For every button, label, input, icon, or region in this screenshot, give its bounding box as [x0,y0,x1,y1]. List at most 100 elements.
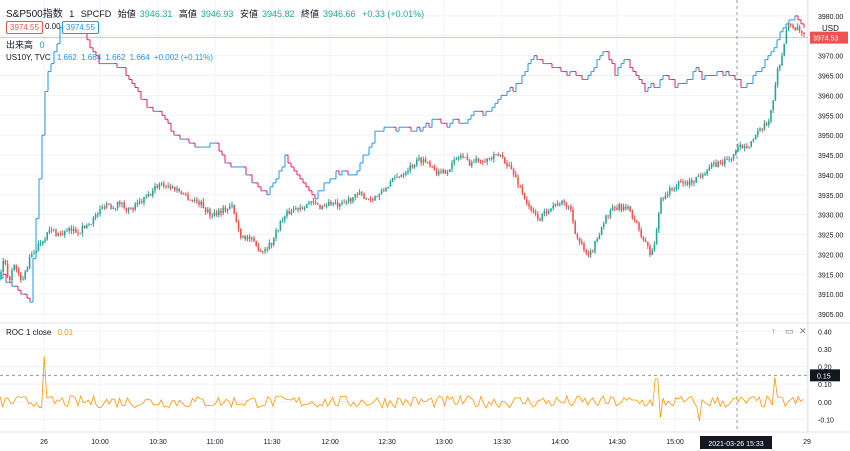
candle-body [506,163,508,167]
roc-y-tick-label: 0.10 [818,382,832,389]
candle-body [477,158,480,161]
candle-body [369,198,372,200]
candle-body [207,209,209,212]
candle-body [277,230,279,232]
candle-body [301,207,304,209]
candle-body [559,204,561,206]
pane-collapse-icon[interactable]: ▭ [785,326,794,336]
candle-body [675,186,678,190]
candle-body [482,161,484,163]
candle-body [213,212,216,216]
candle-body [735,151,737,155]
x-tick-label: 29 [803,439,811,446]
candle-body [605,215,607,224]
y-tick-label: 3920.00 [818,252,843,259]
candle-body [314,202,317,204]
candle-body [222,207,224,214]
bid-badge[interactable]: 3974.55 [6,21,43,34]
candle-body [653,244,656,251]
candle-body [323,205,326,207]
roc-legend[interactable]: ROC 1 close 0.01 [6,328,77,337]
candle-body [123,202,125,208]
interval-label[interactable]: 1 [69,9,75,19]
candle-body [374,195,376,201]
candle-body [625,206,627,209]
candle-body [543,211,546,214]
candle-body [99,208,101,215]
candle-body [233,205,235,214]
candle-body [352,197,354,202]
candle-body [512,169,515,175]
candle-body [429,161,431,167]
candle-body [473,161,475,163]
candle-body [328,202,330,206]
candle-body [108,203,110,205]
candle-body [59,233,62,235]
candle-body [4,260,7,264]
roc-last-value: 0.01 [57,328,74,337]
candle-body [231,205,233,207]
candle-body [92,217,95,225]
volume-value: 0 [39,40,45,50]
candle-body [598,235,601,240]
candle-body [781,55,783,66]
candle-body [457,157,460,159]
candle-body [638,222,640,230]
x-tick-label: 12:30 [378,439,396,446]
x-tick-label: 14:30 [608,439,626,446]
candle-body [266,249,268,251]
candle-body [44,239,46,242]
candle-body [765,123,768,125]
candle-body [523,192,526,200]
candle-body [526,199,528,204]
candle-body [743,146,746,149]
candle-body [77,232,79,234]
candle-body [746,146,748,148]
main-legend: S&P500指数 1 SPCFD 始値 3946.31 高値 3946.93 安値 3… [6,5,428,20]
ask-badge[interactable]: 3974.55 [62,21,99,34]
candle-body [119,201,121,204]
candle-body [226,208,229,211]
candle-body [444,169,447,174]
candle-body [627,206,629,209]
candle-body [726,159,728,161]
candle-body [325,205,328,207]
candle-body [97,214,99,215]
candle-body [152,190,154,196]
candle-body [770,109,772,122]
candle-body [220,210,222,214]
candle-body [666,194,669,196]
candle-body [534,211,537,215]
candle-body [55,230,57,236]
candle-body [57,233,59,236]
candle-body [259,251,262,252]
last-price-label: 3974.53 [813,36,838,43]
candle-body [570,206,572,210]
candle-body [664,195,667,199]
candle-body [655,229,658,245]
pane-close-icon[interactable]: ✕ [799,326,807,336]
symbol-title[interactable]: S&P500指数 [6,9,63,20]
overlay-legend[interactable]: US10Y, TVC 1.662 1.664 1.662 1.664 +0.00… [6,53,217,62]
candle-body [103,207,106,208]
roc-y-tick-label: 0.20 [818,365,832,372]
candle-body [405,172,407,175]
candle-body [616,207,618,210]
candle-body [376,195,378,197]
candle-body [479,160,482,162]
y-tick-label: 3940.00 [818,173,843,180]
roc-title: ROC 1 close [6,328,52,337]
candle-body [165,185,167,187]
candle-body [279,220,282,231]
candle-body [354,193,356,198]
candle-body [286,211,288,217]
pane-move-up-icon[interactable]: ↑ [771,326,776,336]
candle-body [160,183,163,185]
candle-body [763,123,766,130]
y-tick-label: 3970.00 [818,54,843,61]
candle-body [310,201,312,203]
candle-body [350,198,352,202]
candle-body [235,213,238,223]
